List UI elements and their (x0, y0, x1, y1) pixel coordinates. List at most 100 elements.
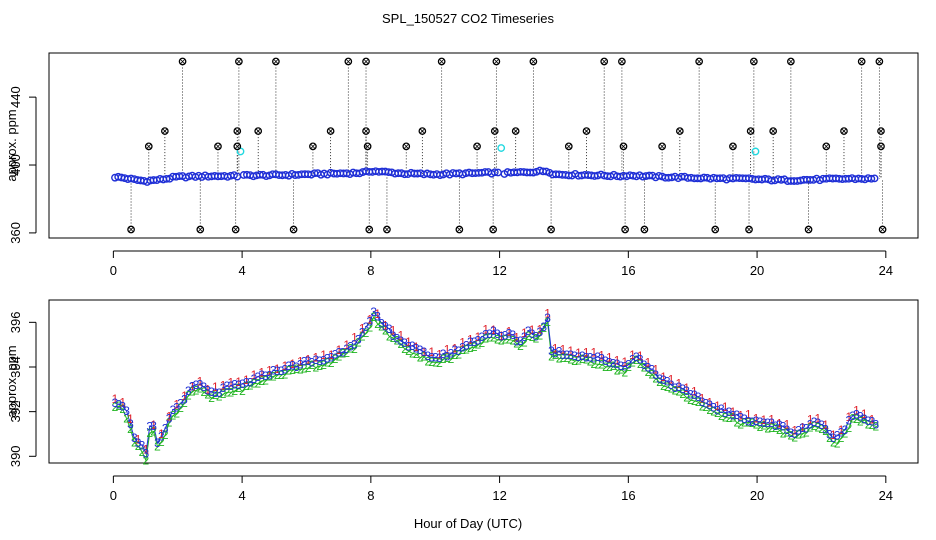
series-3-marker: 3 (710, 401, 717, 415)
series-2-marker: 2 (316, 359, 323, 373)
series-3-marker: 3 (648, 363, 655, 377)
series-1-marker: 1 (282, 359, 289, 373)
series-2-marker: 2 (397, 337, 404, 351)
series-2-marker: 2 (394, 334, 401, 348)
series-3-marker: 3 (382, 319, 389, 333)
outlier-point (529, 57, 538, 66)
series-2-marker: 2 (509, 333, 516, 347)
series-1-marker: 1 (714, 399, 721, 413)
series-3-marker: 3 (791, 427, 798, 441)
series-2-marker: 2 (788, 428, 795, 442)
outlier-cross (215, 144, 221, 149)
outlier-point (492, 57, 501, 66)
series-1-marker: 1 (760, 413, 767, 427)
series-3-marker: 3 (278, 364, 285, 378)
series-2-marker: 2 (730, 411, 737, 425)
series-2-marker: 2 (830, 435, 837, 449)
series-1-marker: 1 (390, 323, 397, 337)
series-1-marker: 1 (444, 343, 451, 357)
series-1-marker: 1 (228, 375, 235, 389)
x-tick-label: 24 (879, 263, 893, 278)
series-2-marker: 2 (378, 319, 385, 333)
outlier-cross (642, 227, 647, 232)
series-2-marker: 2 (239, 384, 246, 398)
series-3-marker: 3 (764, 416, 771, 430)
y-axis-label: approx. ppm (4, 345, 19, 417)
series-3-marker: 3 (204, 383, 211, 397)
outlier-point (877, 142, 885, 151)
series-2-marker: 2 (115, 399, 122, 413)
series-2-marker: 2 (432, 355, 439, 369)
series-3-marker: 3 (564, 348, 571, 362)
x-axis-label: Hour of Day (UTC) (414, 516, 522, 531)
series-2-marker: 2 (216, 389, 223, 403)
series-3-marker: 3 (753, 414, 760, 428)
series-2-marker: 2 (579, 352, 586, 366)
series-2-marker: 2 (479, 336, 486, 350)
series-2-marker: 2 (343, 346, 350, 360)
outlier-cross (751, 59, 757, 64)
outlier-point (675, 127, 684, 135)
series-3-marker: 3 (842, 423, 849, 437)
series-2-marker: 2 (123, 412, 130, 426)
series-2-marker: 2 (355, 335, 362, 349)
series-2-marker: 2 (154, 440, 161, 454)
series-2-marker: 2 (664, 380, 671, 394)
outlier-cross (128, 227, 134, 232)
series-2-marker: 2 (409, 346, 416, 360)
series-3-marker: 3 (336, 346, 343, 360)
series-3-marker: 3 (316, 354, 323, 368)
series-1-marker: 1 (822, 418, 829, 432)
series-3-marker: 3 (822, 422, 829, 436)
series-3-marker: 3 (714, 403, 721, 417)
series-3-marker: 3 (706, 398, 713, 412)
series-1-marker: 1 (312, 350, 319, 364)
series-3-marker: 3 (571, 349, 578, 363)
outlier-cross (823, 144, 829, 149)
outlier-point (362, 57, 370, 66)
y-tick-label: 390 (8, 445, 23, 467)
series-2-marker: 2 (247, 378, 254, 392)
series-2-marker: 2 (370, 310, 377, 324)
series-3-marker: 3 (733, 408, 740, 422)
series-3-marker: 3 (637, 352, 644, 366)
series-1-marker: 1 (753, 411, 760, 425)
series-3-marker: 3 (123, 404, 130, 418)
series-3-marker: 3 (394, 331, 401, 345)
series-3-marker: 3 (521, 330, 528, 344)
x-tick-label: 8 (367, 263, 374, 278)
series-1-marker: 1 (289, 357, 296, 371)
series-3-marker: 3 (224, 379, 231, 393)
series-3-marker: 3 (150, 419, 157, 433)
series-1-marker: 1 (258, 366, 265, 380)
outlier-point (745, 225, 753, 234)
outlier-point (178, 57, 187, 66)
series-1-marker: 1 (660, 370, 667, 384)
series-2-marker: 2 (645, 365, 652, 379)
series-1-marker: 1 (367, 312, 374, 326)
series-3-marker: 3 (695, 390, 702, 404)
series-2-marker: 2 (776, 423, 783, 437)
series-3-marker: 3 (367, 314, 374, 328)
data-point (870, 174, 879, 183)
series-3-marker: 3 (726, 405, 733, 419)
series-2-marker: 2 (591, 357, 598, 371)
outlier-cross (346, 59, 351, 64)
y-tick-label: 392 (8, 401, 23, 423)
x-tick-label: 4 (238, 488, 245, 503)
series-3-marker: 3 (340, 346, 347, 360)
series-1-marker: 1 (220, 378, 227, 392)
outlier-cross (748, 128, 753, 134)
series-1-marker: 1 (637, 349, 644, 363)
series-2-marker: 2 (448, 352, 455, 366)
series-3-marker: 3 (598, 352, 605, 366)
series-2-marker: 2 (293, 362, 300, 376)
series-1-marker: 1 (351, 331, 358, 345)
series-2-marker: 2 (676, 384, 683, 398)
series-2-marker: 2 (815, 420, 822, 434)
series-3-marker: 3 (679, 382, 686, 396)
series-3-marker: 3 (857, 409, 864, 423)
series-2-marker: 2 (757, 420, 764, 434)
series-2-marker: 2 (228, 385, 235, 399)
y-tick-label: 396 (8, 311, 23, 333)
